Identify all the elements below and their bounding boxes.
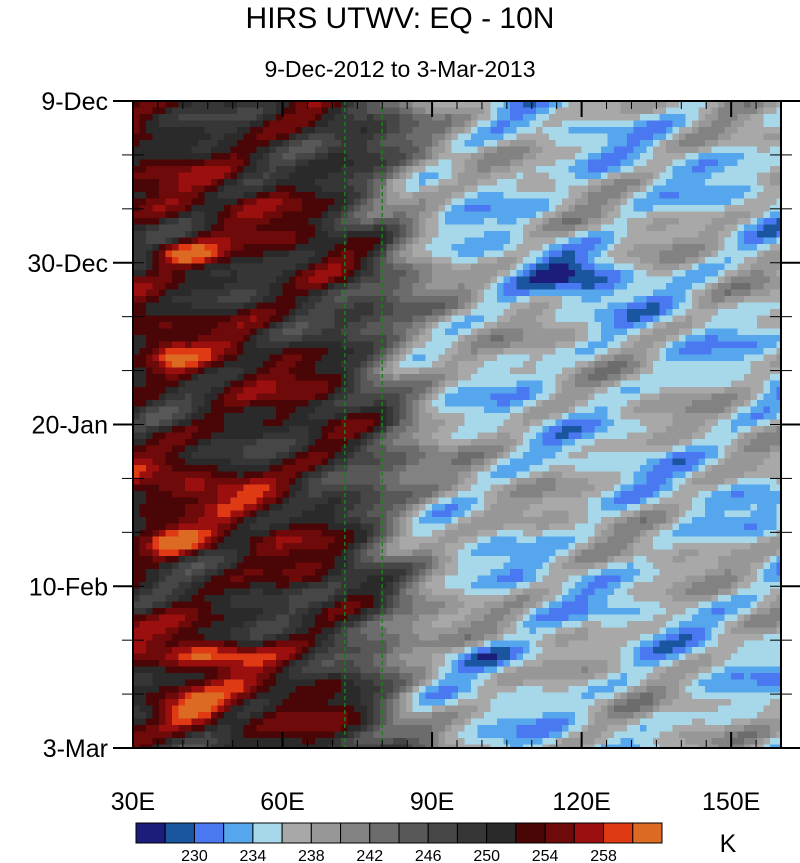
colorbar-swatch [310,822,342,844]
chart-subtitle: 9-Dec-2012 to 3-Mar-2013 [264,56,536,82]
colorbar-swatch [369,822,400,844]
x-tick-label: 60E [260,788,304,816]
colorbar-swatch [632,822,663,844]
y-tick-label: 10-Feb [29,573,108,601]
colorbar-label: 238 [298,848,325,863]
y-tick-label: 3-Mar [43,735,108,763]
colorbar-label: 234 [240,848,267,863]
y-tick-label: 30-Dec [27,250,108,278]
colorbar: 230 234 238 242 246 250 254 258 [135,822,663,863]
colorbar-swatch [573,822,605,844]
colorbar-label: 246 [415,848,442,863]
colorbar-swatch [427,822,458,844]
colorbar-unit: K [720,830,737,858]
colorbar-swatch [398,822,429,844]
colorbar-swatch [340,822,371,844]
colorbar-swatch [281,822,312,844]
colorbar-label: 242 [356,848,383,863]
colorbar-label: 258 [590,848,617,863]
colorbar-swatch [515,822,546,844]
x-tick-label: 90E [410,788,454,816]
colorbar-swatch [603,822,634,844]
colorbar-swatch [135,822,166,844]
colorbar-swatch [456,822,488,844]
y-tick-label: 20-Jan [32,412,108,440]
colorbar-swatch [544,822,575,844]
colorbar-swatch [164,822,195,844]
colorbar-label: 250 [473,848,500,863]
colorbar-label: 254 [532,848,559,863]
x-tick-label: 150E [702,788,760,816]
y-tick-label: 9-Dec [41,88,108,116]
colorbar-label: 230 [181,848,208,863]
chart-title: HIRS UTWV: EQ - 10N [245,2,555,35]
colorbar-swatch [486,822,517,844]
x-tick-label: 120E [552,788,610,816]
colorbar-swatch [223,822,254,844]
x-tick-label: 30E [111,788,155,816]
colorbar-swatch [252,822,283,844]
contour-field [133,101,781,748]
colorbar-swatch [193,822,225,844]
